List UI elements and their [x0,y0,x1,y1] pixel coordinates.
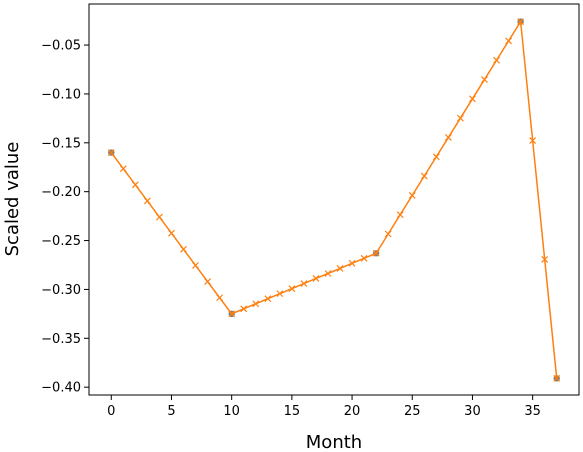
data-point-marker [372,249,380,257]
x-tick-label: 30 [464,404,481,419]
x-axis-ticks: 0 5 10 15 20 25 30 35 [107,395,541,419]
y-tick-label: −0.10 [41,87,81,102]
data-point-marker [252,300,260,308]
data-point-marker [131,181,139,189]
data-point-marker [300,280,308,287]
data-point-marker [456,114,464,122]
y-tick-label: −0.40 [41,381,81,396]
x-tick-label: 15 [284,404,301,419]
y-axis-title: Scaled value [2,142,23,257]
data-point-marker [276,290,284,298]
y-axis-ticks: −0.05 −0.10 −0.15 −0.20 −0.25 −0.30 −0.35 −0.40 [41,39,89,396]
data-point-marker [240,305,248,313]
data-point-marker [336,264,344,272]
data-point-marker [156,213,163,221]
y-tick-label: −0.35 [41,332,81,347]
data-point-marker [384,230,392,238]
data-point-marker [432,153,440,161]
data-point-marker [348,259,356,267]
y-tick-label: −0.25 [41,234,81,249]
data-point-marker [288,285,296,293]
data-point-marker [396,211,404,219]
data-point-marker [228,310,236,318]
data-point-marker [216,294,224,302]
data-point-marker [420,172,428,180]
x-tick-label: 0 [107,404,115,419]
plot-layer [107,18,561,382]
data-point-marker [553,374,561,382]
data-point-marker [517,18,525,26]
x-tick-label: 10 [223,404,240,419]
data-point-marker [505,37,512,45]
data-point-marker [107,149,115,157]
data-point-marker [529,137,537,144]
data-point-marker [264,295,272,303]
y-tick-label: −0.05 [41,39,81,54]
x-tick-label: 25 [404,404,421,419]
x-axis-title: Month [306,432,362,452]
data-point-marker [541,255,549,263]
series-line [110,19,558,379]
data-point-marker [192,262,199,269]
data-point-marker [481,76,488,83]
y-tick-label: −0.30 [41,283,81,298]
data-point-marker [444,134,452,141]
data-point-marker [324,270,332,277]
data-point-marker [143,197,151,205]
axes-frame [88,3,580,396]
data-point-marker [360,254,368,262]
x-tick-label: 5 [167,404,175,419]
data-point-marker [408,191,416,199]
data-point-marker [312,275,320,282]
data-point-marker [168,229,175,237]
data-point-marker [180,245,187,253]
data-point-marker [119,165,127,173]
y-tick-label: −0.15 [41,136,81,151]
x-tick-label: 35 [524,404,541,419]
data-point-marker [493,56,500,64]
y-tick-label: −0.20 [41,185,81,200]
data-point-marker [469,95,476,103]
data-point-marker [204,278,212,286]
x-tick-label: 20 [344,404,361,419]
